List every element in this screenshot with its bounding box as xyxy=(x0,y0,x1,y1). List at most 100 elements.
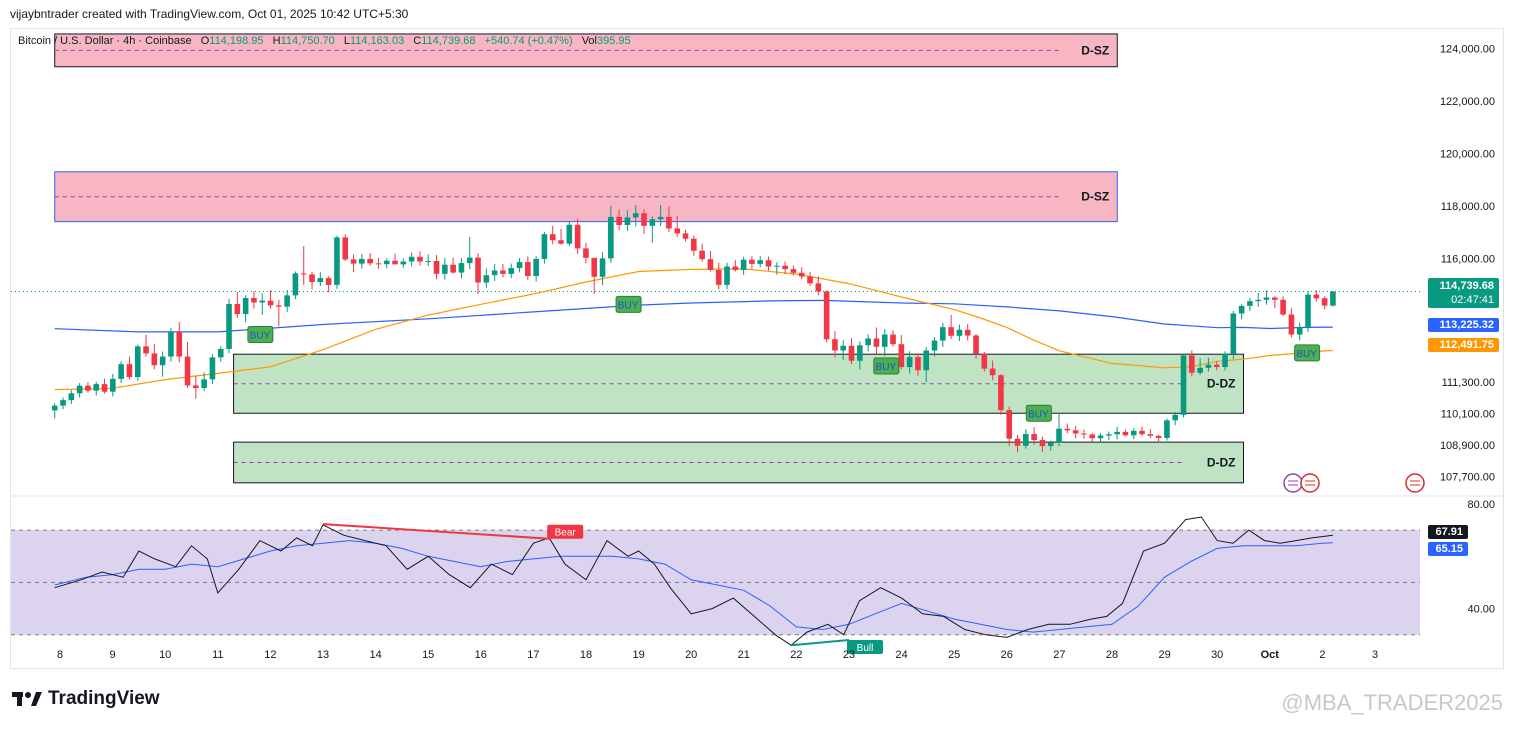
time-axis-label: 28 xyxy=(1106,649,1118,661)
time-axis-label: 24 xyxy=(895,649,907,661)
high-label: H xyxy=(272,35,281,47)
candle-body xyxy=(1023,433,1029,446)
candle-body xyxy=(417,256,423,262)
time-axis-label: 19 xyxy=(632,649,644,661)
divergence-line xyxy=(322,523,550,540)
candle-body xyxy=(765,260,772,267)
chart-frame xyxy=(10,28,1504,669)
candle-body xyxy=(209,357,216,380)
rsi-line xyxy=(54,516,1333,646)
ohlc-legend: Bitcoin / U.S. Dollar · 4h · Coinbase O 1… xyxy=(18,35,631,47)
divergence-line xyxy=(791,639,850,647)
event-flag-icon xyxy=(1300,473,1320,493)
candle-body xyxy=(334,237,340,285)
time-axis-label: 30 xyxy=(1211,649,1223,661)
time-axis-label: 16 xyxy=(475,649,487,661)
candle-body xyxy=(350,259,357,264)
candle-body xyxy=(118,364,124,379)
time-axis-label: 20 xyxy=(685,649,697,661)
candle-body xyxy=(533,258,539,276)
candle-body xyxy=(400,261,407,265)
candle-body xyxy=(151,353,158,366)
candle-body xyxy=(1321,298,1328,306)
candle-body xyxy=(1213,364,1220,368)
tradingview-mark-icon xyxy=(12,692,42,706)
candle-body xyxy=(276,305,282,307)
candle-body xyxy=(732,266,739,270)
candle-body xyxy=(1081,433,1087,435)
candle-body xyxy=(1089,434,1096,439)
time-axis-label: 12 xyxy=(264,649,276,661)
candle-body xyxy=(267,300,274,306)
candle-body xyxy=(724,266,730,285)
candle-body xyxy=(1330,291,1336,306)
price-axis-label: 110,100.00 xyxy=(1441,408,1495,420)
candle-body xyxy=(1006,410,1013,439)
candle-body xyxy=(1072,430,1079,434)
candle-body xyxy=(1122,431,1129,436)
zone-label: D-DZ xyxy=(1207,377,1236,391)
candle-body xyxy=(1106,434,1112,436)
candle-body xyxy=(1064,428,1071,431)
candle-body xyxy=(1205,364,1212,368)
candle-body xyxy=(201,379,207,389)
candle-body xyxy=(93,384,100,391)
close-label: C xyxy=(413,35,422,47)
candle-body xyxy=(1114,431,1120,435)
price-axis-label: 122,000.00 xyxy=(1440,96,1495,108)
candle-body xyxy=(159,356,166,366)
price-axis-label: 120,000.00 xyxy=(1440,148,1495,160)
candle-body xyxy=(599,258,606,277)
candle-body xyxy=(1272,297,1278,300)
time-axis-label: 23 xyxy=(843,649,855,661)
candle-body xyxy=(234,304,241,315)
candle-body xyxy=(541,234,548,259)
candle-body xyxy=(1296,326,1303,335)
ma-blue-tag: 113,225.32 xyxy=(1428,318,1499,332)
candle-body xyxy=(989,368,996,376)
candle-body xyxy=(674,228,681,234)
candle-body xyxy=(616,216,622,226)
symbol-label[interactable]: Bitcoin / U.S. Dollar · 4h · Coinbase xyxy=(18,35,192,47)
candle-body xyxy=(1313,294,1320,299)
candle-body xyxy=(624,217,631,226)
candle-body xyxy=(309,274,315,282)
candle-body xyxy=(1280,299,1286,315)
candle-body xyxy=(948,327,954,336)
high-value: 114,750.70 xyxy=(280,35,335,47)
candle-body xyxy=(666,216,672,229)
price-axis-label: 107,700.00 xyxy=(1440,471,1495,483)
candle-body xyxy=(823,291,830,340)
time-axis-label: 3 xyxy=(1372,649,1378,661)
candle-body xyxy=(1039,440,1046,447)
candle-body xyxy=(1222,353,1228,368)
candle-body xyxy=(881,334,888,347)
candle-body xyxy=(798,272,805,277)
time-axis-label: 8 xyxy=(57,649,63,661)
candle-body xyxy=(359,258,365,264)
candle-body xyxy=(383,260,390,265)
candle-body xyxy=(632,213,639,218)
candle-body xyxy=(898,344,905,368)
tradingview-logo[interactable]: TradingView xyxy=(12,688,160,710)
candle-body xyxy=(774,265,780,267)
ma-orange-tag: 112,491.75 xyxy=(1428,338,1499,352)
candle-body xyxy=(757,260,764,264)
candle-body xyxy=(475,257,481,283)
buy-signal-label: BUY xyxy=(1296,349,1317,360)
open-label: O xyxy=(200,35,210,47)
candle-body xyxy=(707,259,714,270)
candle-body xyxy=(516,262,523,269)
candle-body xyxy=(300,273,307,275)
price-tag-value: 114,739.68 xyxy=(1439,280,1494,292)
candle-body xyxy=(931,340,938,351)
event-flag-icon xyxy=(1405,473,1425,493)
candle-body xyxy=(682,233,689,239)
rsi-axis-label: 80.00 xyxy=(1467,499,1495,511)
candle-body xyxy=(906,357,913,368)
candle-body xyxy=(176,331,183,357)
zone-label: D-SZ xyxy=(1081,190,1109,204)
zone-label: D-SZ xyxy=(1081,43,1109,57)
candle-body xyxy=(1047,442,1054,447)
